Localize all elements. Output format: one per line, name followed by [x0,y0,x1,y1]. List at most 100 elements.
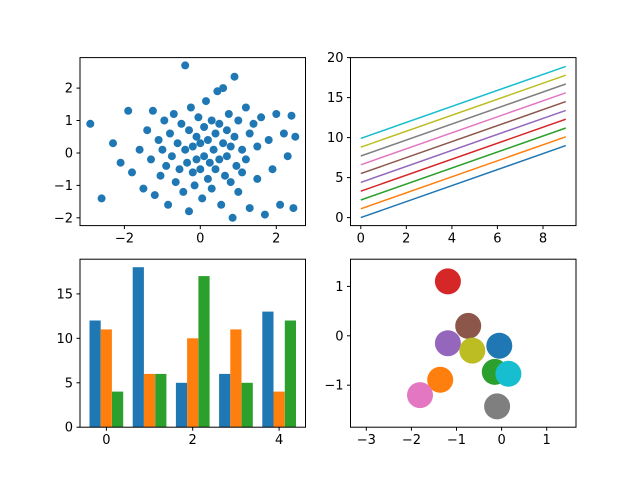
scatter-point [194,113,203,122]
scatter-point [230,132,239,141]
y-axis-tick-label: 10 [327,131,344,146]
scatter-point [116,158,125,167]
bar-series-orange [100,329,112,428]
subplot-scatter-plot: −2 0 2 −2 −1 0 1 2 [54,57,306,247]
scatter-point [200,152,209,161]
scatter-point [207,116,216,125]
scatter-point [188,142,197,151]
line-10 [360,65,567,140]
scatter-point [190,181,199,190]
scatter-point [160,116,169,125]
x-axis-tick-label: 4 [275,433,283,448]
scatter-point [207,184,216,193]
line-8 [360,83,567,157]
scatter-point [196,139,205,148]
x-axis-tick-label: 0 [196,232,204,247]
bubble-point [495,360,522,387]
x-axis-tick-label: 0 [497,433,505,448]
scatter-point [86,119,95,128]
line-9 [360,74,567,148]
y-axis-tick-label: 1 [335,280,343,295]
line-4 [360,118,567,192]
bar-series-orange [143,373,156,428]
scatter-point [279,129,288,138]
scatter-point [264,136,273,144]
scatter-point [135,145,144,154]
bar-series-blue [89,320,101,428]
bubble-point [455,312,482,339]
scatter-point [143,126,152,135]
y-axis-tick-label: −1 [324,379,343,394]
scatter-point [156,171,165,180]
axes-spines [350,258,577,428]
scatter-point [234,187,243,196]
scatter-point [203,136,212,144]
bar-series-green [155,373,167,428]
subplot-bubble-plot: −3 −2 −1 0 1 −1 0 1 [324,258,577,448]
scatter-point [226,178,235,187]
x-axis-tick-label: −3 [357,433,376,448]
scatter-point [222,152,231,161]
scatter-point [209,145,218,154]
scatter-point [139,184,148,193]
scatter-point [224,110,233,118]
line-6 [360,100,567,175]
bar-series-green [112,391,124,428]
bar-series-green [284,320,296,428]
scatter-point [181,61,190,70]
line-7 [360,92,567,166]
scatter-point [253,142,262,151]
line-3 [360,127,567,201]
scatter-point [166,129,174,138]
scatter-point [179,187,188,196]
scatter-point [238,168,247,177]
scatter-point [169,110,178,118]
scatter-point [272,110,281,118]
scatter-point [97,194,106,203]
bar-series-green [241,382,253,428]
line-1 [360,144,567,219]
x-axis-tick-label: 0 [357,232,365,247]
x-axis-tick-label: 8 [539,232,547,247]
scatter-point [234,116,243,125]
scatter-point [124,106,133,115]
y-axis-tick-label: 1 [65,114,73,129]
scatter-point [154,136,163,144]
y-axis-tick-label: 0 [65,147,73,162]
bar-series-blue [132,267,144,428]
bubble-point [484,393,511,420]
scatter-point [283,152,292,161]
axes-spines [79,57,306,227]
scatter-point [177,119,186,128]
scatter-point [185,207,193,216]
scatter-point [211,129,220,138]
scatter-point [205,158,214,167]
scatter-point [183,158,192,167]
y-axis-tick-label: 5 [335,171,343,186]
x-axis-tick-label: 0 [102,433,110,448]
scatter-point [249,119,258,128]
bubble-point [434,268,461,295]
scatter-point [260,210,269,219]
scatter-point [150,191,159,200]
scatter-point [232,161,241,170]
bubble-point [407,382,433,409]
scatter-point [221,171,229,180]
scatter-point [230,72,239,81]
line-5 [360,109,567,184]
y-axis-tick-label: 5 [65,376,73,391]
bar-series-blue [262,311,274,428]
scatter-point [257,113,266,122]
scatter-point [167,152,176,161]
scatter-point [238,145,247,154]
subplot-line-plot: 0 2 4 6 8 0 5 10 15 20 [327,51,577,247]
scatter-point [219,84,228,93]
y-axis-tick-label: 20 [327,51,344,66]
scatter-point [219,139,228,148]
scatter-point [171,178,180,187]
bubble-point [459,337,486,364]
x-axis-tick-label: 6 [493,232,501,247]
bar-series-blue [219,373,231,428]
scatter-point [164,200,173,209]
